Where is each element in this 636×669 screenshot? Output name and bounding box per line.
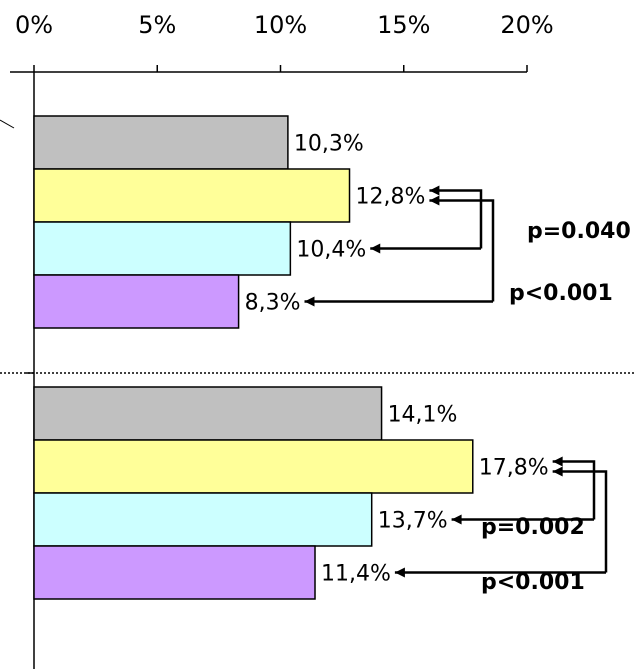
bar	[33, 439, 474, 494]
bar	[33, 545, 316, 600]
bar	[33, 221, 292, 276]
p-value-label: p=0.040	[527, 219, 631, 244]
comparison-bracket	[429, 195, 495, 302]
x-tick-label: 20%	[500, 11, 553, 39]
x-tick-label: 0%	[15, 11, 53, 39]
bar	[33, 492, 373, 547]
data-label: 10,4%	[296, 238, 366, 263]
data-label: 12,8%	[356, 185, 426, 210]
comparison-bracket	[552, 466, 608, 573]
data-label: 10,3%	[294, 132, 364, 157]
bar	[33, 386, 383, 441]
bar	[33, 115, 289, 170]
data-label: 13,7%	[378, 509, 448, 534]
p-value-label: p=0.002	[481, 515, 585, 540]
data-label: 8,3%	[245, 291, 301, 316]
comparison-bracket	[429, 185, 483, 249]
data-label: 14,1%	[388, 403, 458, 428]
data-label: 17,8%	[479, 456, 549, 481]
x-tick-label: 15%	[377, 11, 430, 39]
data-label: 11,4%	[321, 562, 391, 587]
x-tick-label: 10%	[254, 11, 307, 39]
bar	[33, 168, 351, 223]
y-axis-tick-stub	[0, 119, 15, 129]
p-value-label: p<0.001	[509, 281, 613, 306]
comparison-bracket	[552, 456, 596, 520]
p-value-label: p<0.001	[481, 570, 585, 595]
bar	[33, 274, 240, 329]
x-tick-label: 5%	[138, 11, 176, 39]
